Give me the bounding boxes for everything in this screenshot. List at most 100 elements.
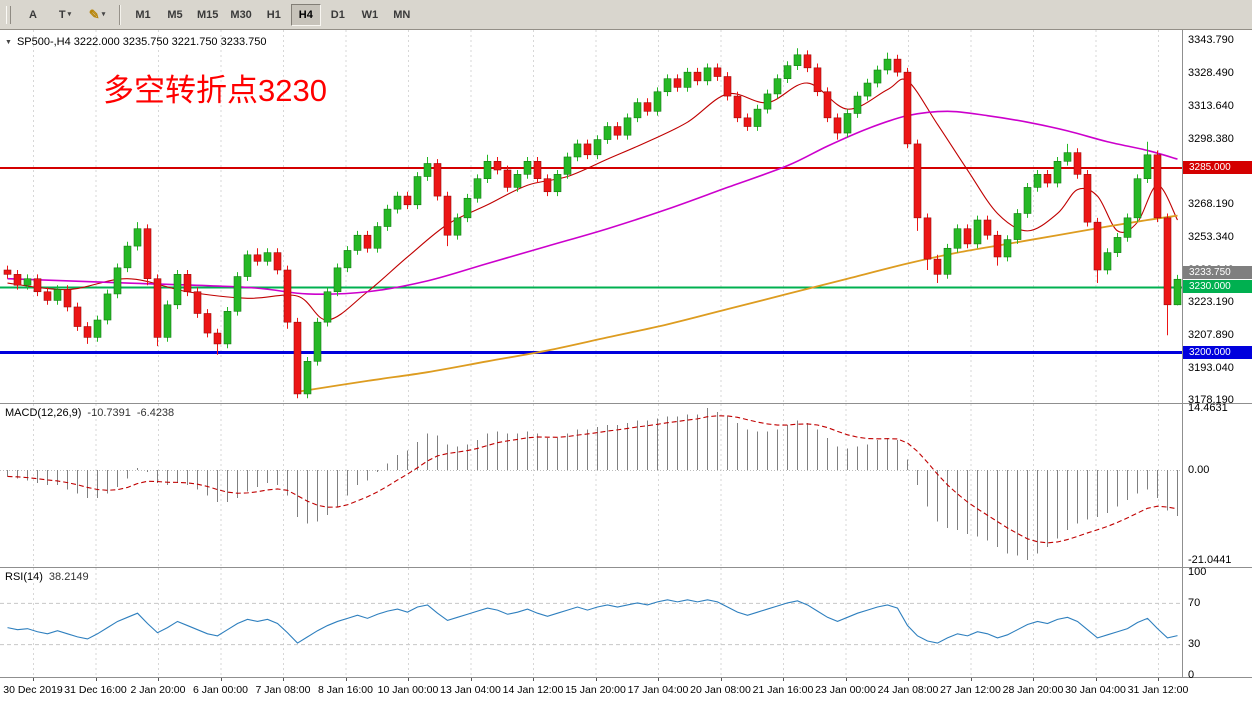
axis-label: 14.4631 bbox=[1188, 402, 1228, 415]
time-axis-label: 28 Jan 20:00 bbox=[1002, 684, 1064, 696]
axis-label: 3223.190 bbox=[1188, 296, 1234, 309]
timeframe-m30-button[interactable]: M30 bbox=[230, 8, 252, 21]
grid-layer bbox=[33, 568, 1159, 677]
time-tick bbox=[283, 678, 284, 681]
time-tick bbox=[95, 678, 97, 681]
timeframe-h4-button[interactable]: H4 bbox=[290, 3, 321, 26]
macd-main-value: -10.7391 bbox=[87, 407, 131, 419]
axis-label: 3328.490 bbox=[1188, 67, 1234, 80]
time-tick bbox=[658, 678, 659, 681]
time-axis-label: 27 Jan 12:00 bbox=[940, 684, 1001, 696]
rsi-line bbox=[7, 599, 1178, 644]
chart-title: SP500-,H4 3222.000 3235.750 3221.750 323… bbox=[16, 36, 267, 48]
current-price-tag: 3233.750 bbox=[1183, 266, 1252, 280]
axis-label: 0.00 bbox=[1188, 464, 1210, 476]
hline-layer bbox=[0, 166, 1182, 355]
text-tool-label: T bbox=[58, 8, 66, 21]
rsi-title: RSI(14) bbox=[5, 571, 43, 583]
collapse-chart-icon[interactable]: ▼ bbox=[5, 38, 12, 46]
time-axis-label: 7 Jan 08:00 bbox=[255, 684, 311, 696]
time-tick bbox=[158, 678, 159, 681]
time-tick bbox=[533, 678, 534, 681]
time-tick bbox=[1158, 678, 1159, 681]
axis-label: 3313.640 bbox=[1188, 99, 1234, 112]
timeframe-w1-button[interactable]: W1 bbox=[361, 8, 379, 21]
timeframe-h1-button[interactable]: H1 bbox=[266, 8, 281, 21]
time-tick bbox=[595, 678, 597, 681]
timeframe-m1-button[interactable]: M1 bbox=[135, 8, 151, 21]
rsi-value: 38.2149 bbox=[48, 571, 89, 583]
time-axis-label: 13 Jan 04:00 bbox=[440, 684, 501, 696]
time-axis-label: 23 Jan 00:00 bbox=[815, 684, 876, 696]
time-axis-label: 2 Jan 20:00 bbox=[130, 684, 186, 696]
arrow-mode-label: A bbox=[29, 8, 37, 21]
time-axis-label: 30 Jan 04:00 bbox=[1065, 684, 1126, 696]
axis-label: 3178.190 bbox=[1188, 394, 1234, 407]
grid-layer bbox=[33, 30, 1159, 403]
macd-title: MACD(12,26,9) bbox=[5, 407, 82, 419]
time-tick bbox=[783, 678, 784, 681]
toolbar-grip[interactable] bbox=[6, 5, 11, 24]
ma-slow-line bbox=[297, 214, 1178, 393]
ma-fast-line bbox=[7, 78, 1178, 321]
main-chart-canvas[interactable] bbox=[0, 30, 1182, 403]
hline-tag-3200: 3200.000 bbox=[1183, 345, 1252, 359]
grid-layer bbox=[33, 404, 1159, 567]
time-axis-label: 14 Jan 12:00 bbox=[502, 684, 564, 696]
time-axis-label: 20 Jan 08:00 bbox=[690, 684, 751, 696]
axis-label: -21.0441 bbox=[1188, 554, 1232, 567]
time-tick bbox=[1095, 678, 1097, 681]
hline-tag-3230: 3230.000 bbox=[1183, 280, 1252, 294]
time-axis-label: 15 Jan 20:00 bbox=[565, 684, 626, 696]
timeframe-m15-button[interactable]: M15 bbox=[197, 8, 219, 21]
arrow-mode-button[interactable]: A bbox=[18, 4, 48, 26]
draw-tool-button[interactable]: ✎ ▾ bbox=[82, 4, 112, 26]
timeframe-m5-button[interactable]: M5 bbox=[167, 8, 183, 21]
macd-pane-canvas[interactable] bbox=[0, 404, 1182, 567]
toolbar-separator bbox=[119, 4, 121, 25]
time-axis[interactable]: 30 Dec 2019 31 Dec 16:00 2 Jan 20:00 6 Jan … bbox=[0, 678, 1252, 701]
chevron-down-icon: ▾ bbox=[101, 11, 106, 18]
time-tick bbox=[345, 678, 347, 681]
time-axis-label: 6 Jan 00:00 bbox=[193, 684, 248, 696]
pane-separator[interactable] bbox=[0, 567, 1252, 568]
time-axis-label: 30 Dec 2019 bbox=[3, 684, 63, 696]
axis-label: 3193.040 bbox=[1188, 361, 1234, 374]
axis-label: 30 bbox=[1188, 638, 1201, 651]
axis-label: 100 bbox=[1188, 566, 1207, 578]
time-axis-label: 24 Jan 08:00 bbox=[877, 684, 939, 696]
axis-label: 70 bbox=[1188, 596, 1201, 609]
annotation-text[interactable]: 多空转折点3230 bbox=[103, 73, 327, 108]
pane-separator[interactable] bbox=[0, 403, 1252, 404]
axis-label: 3298.380 bbox=[1188, 132, 1234, 145]
time-axis-label: 21 Jan 16:00 bbox=[752, 684, 814, 696]
axis-separator bbox=[1182, 30, 1183, 677]
time-axis-label: 10 Jan 00:00 bbox=[377, 684, 439, 696]
chevron-down-icon: ▾ bbox=[67, 11, 72, 18]
timeframe-d1-button[interactable]: D1 bbox=[330, 8, 345, 21]
axis-label: 0 bbox=[1188, 669, 1195, 681]
hline-tag-3285: 3285.000 bbox=[1183, 160, 1252, 174]
macd-signal-value: -6.4238 bbox=[136, 407, 175, 419]
pen-icon: ✎ bbox=[88, 7, 100, 22]
text-tool-button[interactable]: T ▾ bbox=[50, 4, 80, 26]
time-tick bbox=[408, 678, 409, 681]
pane-separator[interactable] bbox=[0, 677, 1252, 678]
rsi-pane-canvas[interactable] bbox=[0, 568, 1182, 677]
time-tick bbox=[1033, 678, 1034, 681]
time-axis-label: 31 Jan 12:00 bbox=[1127, 684, 1189, 696]
time-tick bbox=[33, 678, 34, 681]
rsi-header: RSI(14) 38.2149 bbox=[5, 571, 89, 583]
time-axis-label: 17 Jan 04:00 bbox=[627, 684, 689, 696]
macd-histogram bbox=[7, 408, 1178, 561]
time-tick bbox=[845, 678, 847, 681]
candles-layer bbox=[3, 48, 1182, 399]
macd-header: MACD(12,26,9) -10.7391 -6.4238 bbox=[5, 407, 174, 419]
ma-mid-line bbox=[7, 110, 1178, 295]
time-axis-label: 31 Dec 16:00 bbox=[64, 684, 127, 696]
time-tick bbox=[908, 678, 909, 681]
time-tick bbox=[970, 678, 972, 681]
time-tick bbox=[470, 678, 472, 681]
timeframe-mn-button[interactable]: MN bbox=[393, 8, 411, 21]
